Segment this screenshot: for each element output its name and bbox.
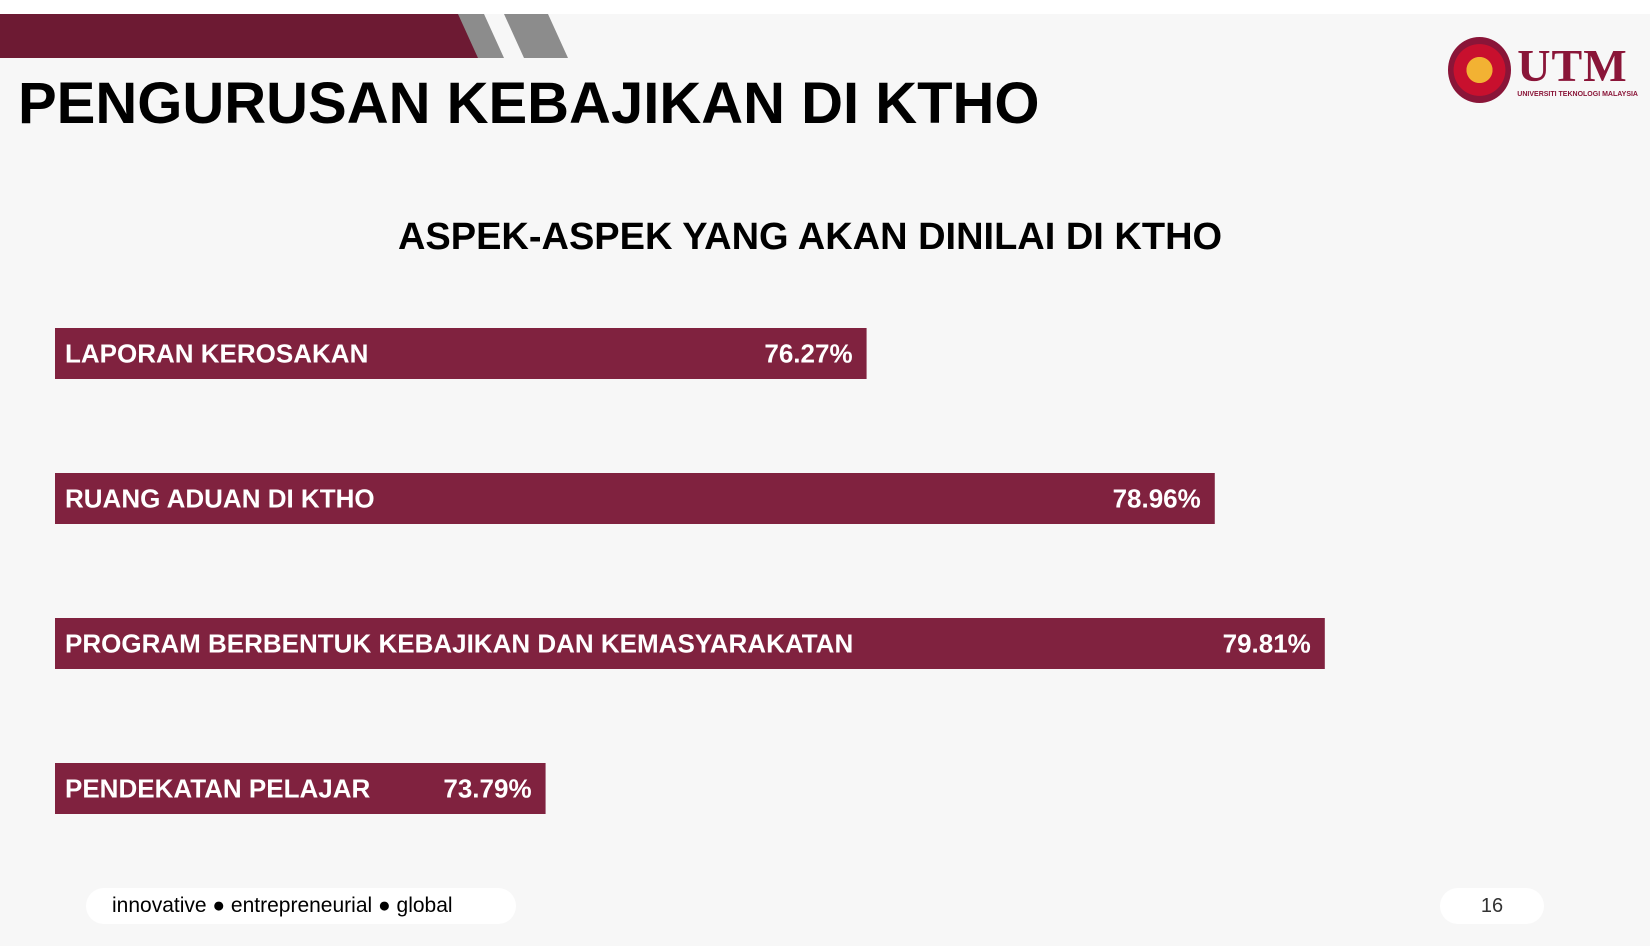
bar-value-label-2: 78.96% bbox=[1113, 484, 1201, 514]
bar-category-label-1: LAPORAN KEROSAKAN bbox=[65, 339, 368, 369]
footer-tagline-text: innovative ● entrepreneurial ● global bbox=[112, 894, 453, 918]
bar-value-label-3: 79.81% bbox=[1223, 629, 1311, 659]
page-number: 16 bbox=[1440, 888, 1544, 924]
bar-category-label-4: PENDEKATAN PELAJAR bbox=[65, 774, 371, 804]
bar-value-label-4: 73.79% bbox=[443, 774, 531, 804]
bar-value-label-1: 76.27% bbox=[764, 339, 852, 369]
bar-category-label-3: PROGRAM BERBENTUK KEBAJIKAN DAN KEMASYAR… bbox=[65, 629, 853, 659]
footer-tagline: innovative ● entrepreneurial ● global bbox=[86, 888, 516, 924]
bar-category-label-2: RUANG ADUAN DI KTHO bbox=[65, 484, 375, 514]
page-number-text: 16 bbox=[1481, 895, 1503, 918]
